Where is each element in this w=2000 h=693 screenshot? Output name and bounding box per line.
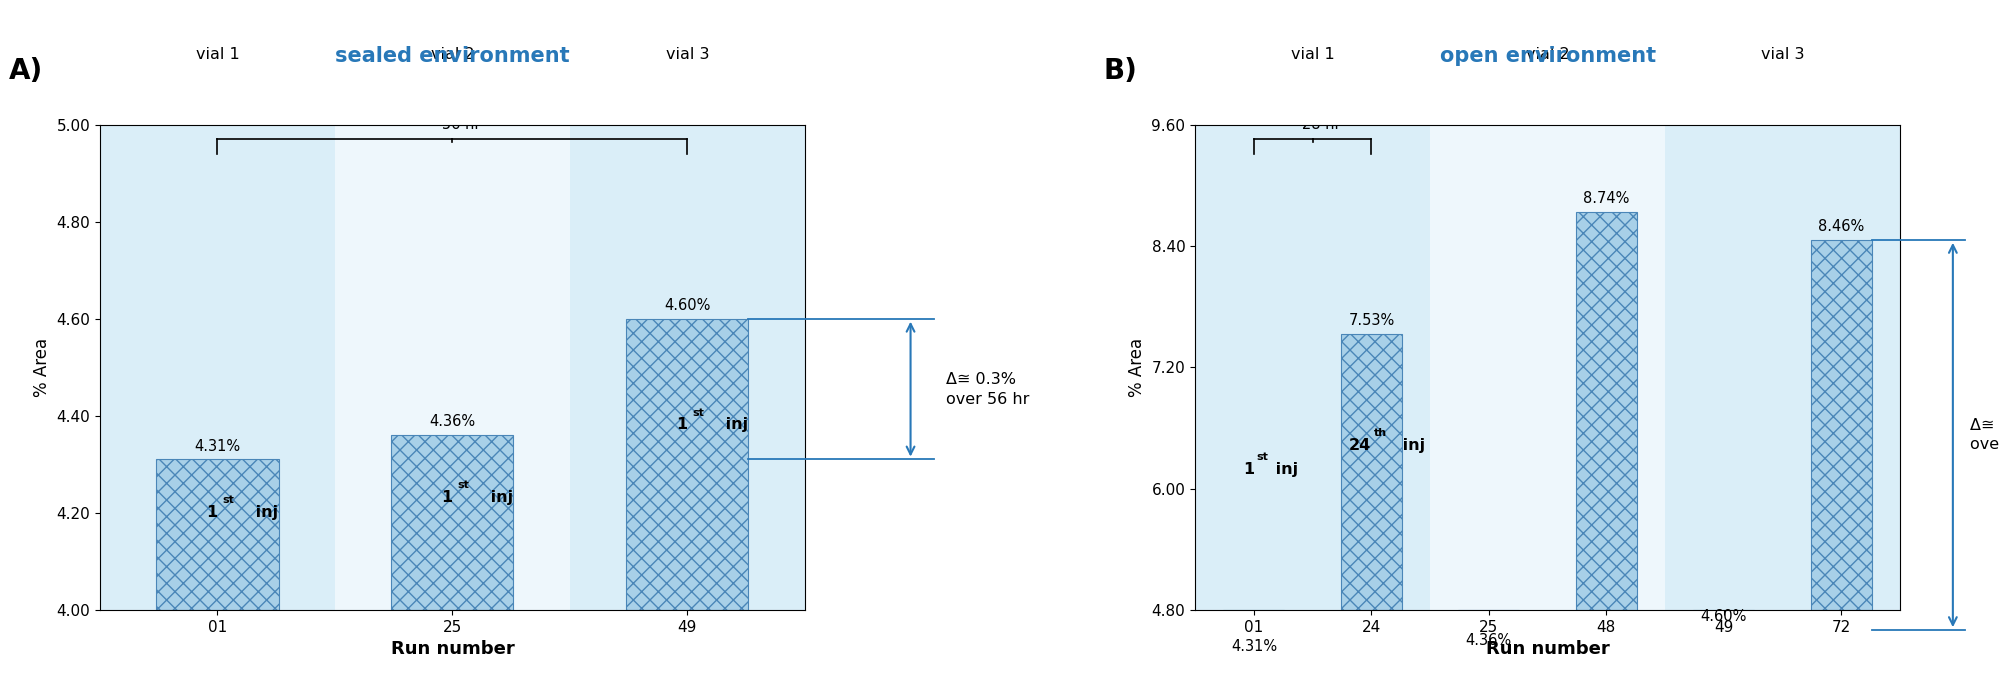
- Text: 1: 1: [206, 505, 218, 520]
- Text: Δ≅ 0.3%
over 56 hr: Δ≅ 0.3% over 56 hr: [946, 371, 1030, 407]
- Text: 1: 1: [676, 417, 688, 432]
- Title: open environment: open environment: [1440, 46, 1656, 67]
- Text: 8.74%: 8.74%: [1584, 191, 1630, 206]
- Bar: [1430, 125, 1666, 610]
- Bar: [626, 319, 748, 610]
- Bar: [156, 459, 278, 610]
- Text: ~ 28 hr: ~ 28 hr: [1284, 117, 1340, 132]
- Text: ~ 56 hr: ~ 56 hr: [424, 117, 480, 132]
- Text: 24: 24: [1350, 438, 1372, 453]
- Bar: [1810, 240, 1872, 610]
- Bar: [1666, 125, 1900, 610]
- Text: 4.31%: 4.31%: [1230, 638, 1276, 653]
- Text: inj: inj: [720, 417, 748, 432]
- Text: vial 1: vial 1: [1290, 46, 1334, 62]
- Text: 1: 1: [442, 489, 452, 505]
- Text: B): B): [1104, 57, 1138, 85]
- Text: st: st: [1256, 453, 1268, 462]
- Text: 4.60%: 4.60%: [1700, 609, 1746, 624]
- Bar: [1694, 610, 1754, 630]
- Text: vial 1: vial 1: [196, 46, 240, 62]
- Bar: [100, 125, 334, 610]
- Text: inj: inj: [1270, 462, 1298, 477]
- Text: st: st: [692, 407, 704, 418]
- Bar: [1196, 125, 1430, 610]
- Bar: [392, 435, 514, 610]
- Bar: [334, 125, 570, 610]
- Text: inj: inj: [250, 505, 278, 520]
- Text: vial 3: vial 3: [666, 46, 710, 62]
- Text: Δ≅ 4.0%
over 28 hr: Δ≅ 4.0% over 28 hr: [1970, 418, 2000, 453]
- Bar: [1340, 334, 1402, 610]
- X-axis label: Run number: Run number: [1486, 640, 1610, 658]
- Text: 4.60%: 4.60%: [664, 298, 710, 313]
- Text: 4.31%: 4.31%: [194, 439, 240, 454]
- Text: inj: inj: [486, 489, 514, 505]
- Text: vial 2: vial 2: [430, 46, 474, 62]
- Bar: [1576, 211, 1636, 610]
- Text: st: st: [222, 495, 234, 505]
- Text: 4.36%: 4.36%: [430, 414, 476, 430]
- Bar: [1224, 610, 1284, 659]
- Text: inj: inj: [1398, 438, 1426, 453]
- Text: vial 3: vial 3: [1760, 46, 1804, 62]
- Text: A): A): [8, 57, 42, 85]
- Text: st: st: [458, 480, 468, 490]
- Text: 7.53%: 7.53%: [1348, 313, 1394, 328]
- Text: 1: 1: [1242, 462, 1254, 477]
- Text: 4.36%: 4.36%: [1466, 633, 1512, 649]
- X-axis label: Run number: Run number: [390, 640, 514, 658]
- Title: sealed environment: sealed environment: [336, 46, 570, 67]
- Text: 8.46%: 8.46%: [1818, 219, 1864, 234]
- Y-axis label: % Area: % Area: [32, 337, 50, 397]
- Y-axis label: % Area: % Area: [1128, 337, 1146, 397]
- Text: vial 2: vial 2: [1526, 46, 1570, 62]
- Text: th: th: [1374, 428, 1386, 438]
- Bar: [1458, 610, 1520, 654]
- Bar: [570, 125, 804, 610]
